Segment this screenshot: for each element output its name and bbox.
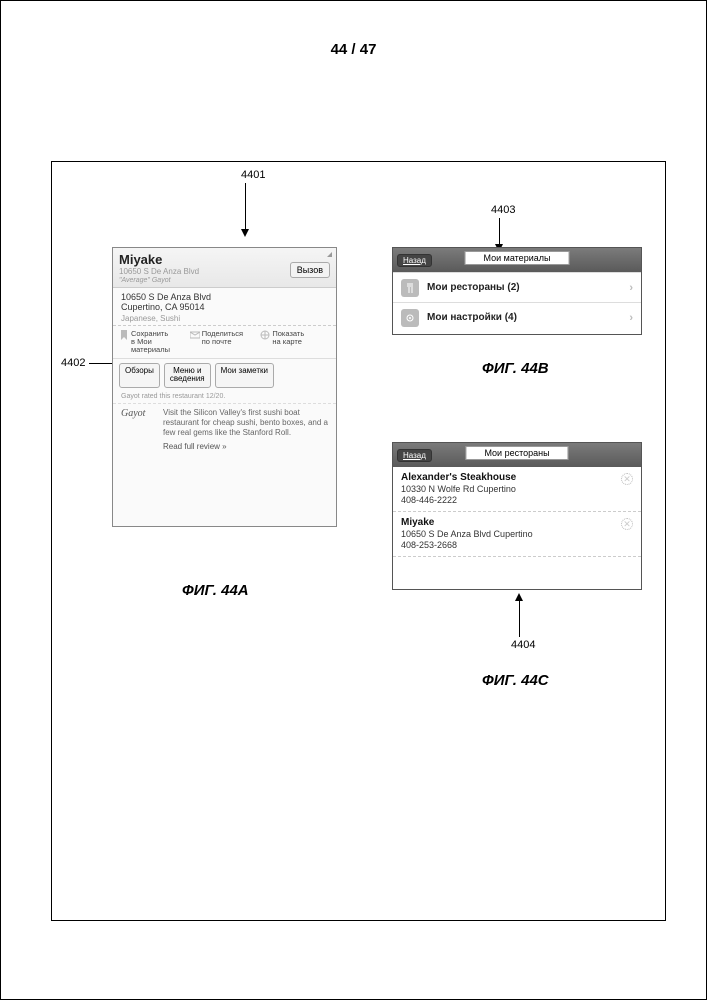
address-line2: Cupertino, CA 95014 [121,302,328,312]
panel-a-restaurant-detail: Miyake 10650 S De Anza Blvd "Average" Ga… [112,247,337,527]
delete-icon[interactable]: ✕ [621,473,633,485]
saved-restaurant-item[interactable]: Miyake 10650 S De Anza Blvd Cupertino 40… [393,512,641,557]
tab-menu-info[interactable]: Меню и сведения [164,363,211,389]
back-button[interactable]: Назад [397,449,432,462]
detail-header: Miyake 10650 S De Anza Blvd "Average" Ga… [113,248,336,288]
page-number: 44 / 47 [331,41,377,58]
delete-icon[interactable]: ✕ [621,518,633,530]
review-text: Visit the Silicon Valley's first sushi b… [163,408,328,452]
panel-b-my-stuff: Назад Мои материалы Мои рестораны (2) › … [392,247,642,335]
globe-icon [260,330,270,340]
fig-label-a: ФИГ. 44A [182,582,249,599]
share-by-mail-button[interactable]: Поделиться по почте [190,330,260,354]
fig-label-b: ФИГ. 44B [482,360,549,377]
action-row: Сохранить в Мои материалы Поделиться по … [113,326,336,359]
header-bar: Назад Мои материалы [393,248,641,272]
address-block: 10650 S De Anza Blvd Cupertino, CA 95014… [113,288,336,326]
review-source-logo: Gayot [121,408,157,452]
item-phone: 408-446-2222 [401,495,633,505]
item-address: 10650 S De Anza Blvd Cupertino [401,529,633,539]
item-address: 10330 N Wolfe Rd Cupertino [401,484,633,494]
row-label: Мои рестораны (2) [427,282,520,293]
review-body: Visit the Silicon Valley's first sushi b… [163,408,328,437]
chevron-right-icon: › [629,312,633,324]
address-line1: 10650 S De Anza Blvd [121,292,328,302]
panel-c-my-restaurants: Назад Мои рестораны Alexander's Steakhou… [392,442,642,590]
item-name: Alexander's Steakhouse [401,472,633,483]
screen-title: Мои рестораны [465,446,568,460]
cuisine-label: Japanese, Sushi [121,314,328,323]
bookmark-icon [119,330,129,340]
show-on-map-button[interactable]: Показать на карте [260,330,330,354]
gear-icon [401,309,419,327]
row-label: Мои настройки (4) [427,312,517,323]
action-label: Показать на карте [272,330,304,346]
tab-row: Обзоры Меню и сведения Мои заметки [113,359,336,393]
back-button[interactable]: Назад [397,254,432,267]
fork-icon [401,279,419,297]
review-block: Gayot Visit the Silicon Valley's first s… [113,404,336,454]
mail-icon [190,330,200,340]
tab-my-notes[interactable]: Мои заметки [215,363,274,389]
read-full-review-link[interactable]: Read full review » [163,442,328,452]
item-phone: 408-253-2668 [401,540,633,550]
saved-restaurant-item[interactable]: Alexander's Steakhouse 10330 N Wolfe Rd … [393,467,641,512]
rating-source: "Average" Gayot [119,277,330,284]
list-row-restaurants[interactable]: Мои рестораны (2) › [393,272,641,302]
call-button[interactable]: Вызов [290,262,330,278]
item-name: Miyake [401,517,633,528]
tab-reviews[interactable]: Обзоры [119,363,160,389]
list-row-settings[interactable]: Мои настройки (4) › [393,302,641,332]
fig-label-c: ФИГ. 44C [482,672,549,689]
chevron-right-icon: › [629,282,633,294]
screen-title: Мои материалы [465,251,570,265]
expand-icon[interactable] [327,252,332,257]
rated-line: Gayot rated this restaurant 12/20. [113,392,336,404]
save-to-stuff-button[interactable]: Сохранить в Мои материалы [119,330,189,354]
outer-frame: Miyake 10650 S De Anza Blvd "Average" Ga… [51,161,666,921]
action-label: Сохранить в Мои материалы [131,330,170,354]
action-label: Поделиться по почте [202,330,243,346]
header-bar: Назад Мои рестораны [393,443,641,467]
